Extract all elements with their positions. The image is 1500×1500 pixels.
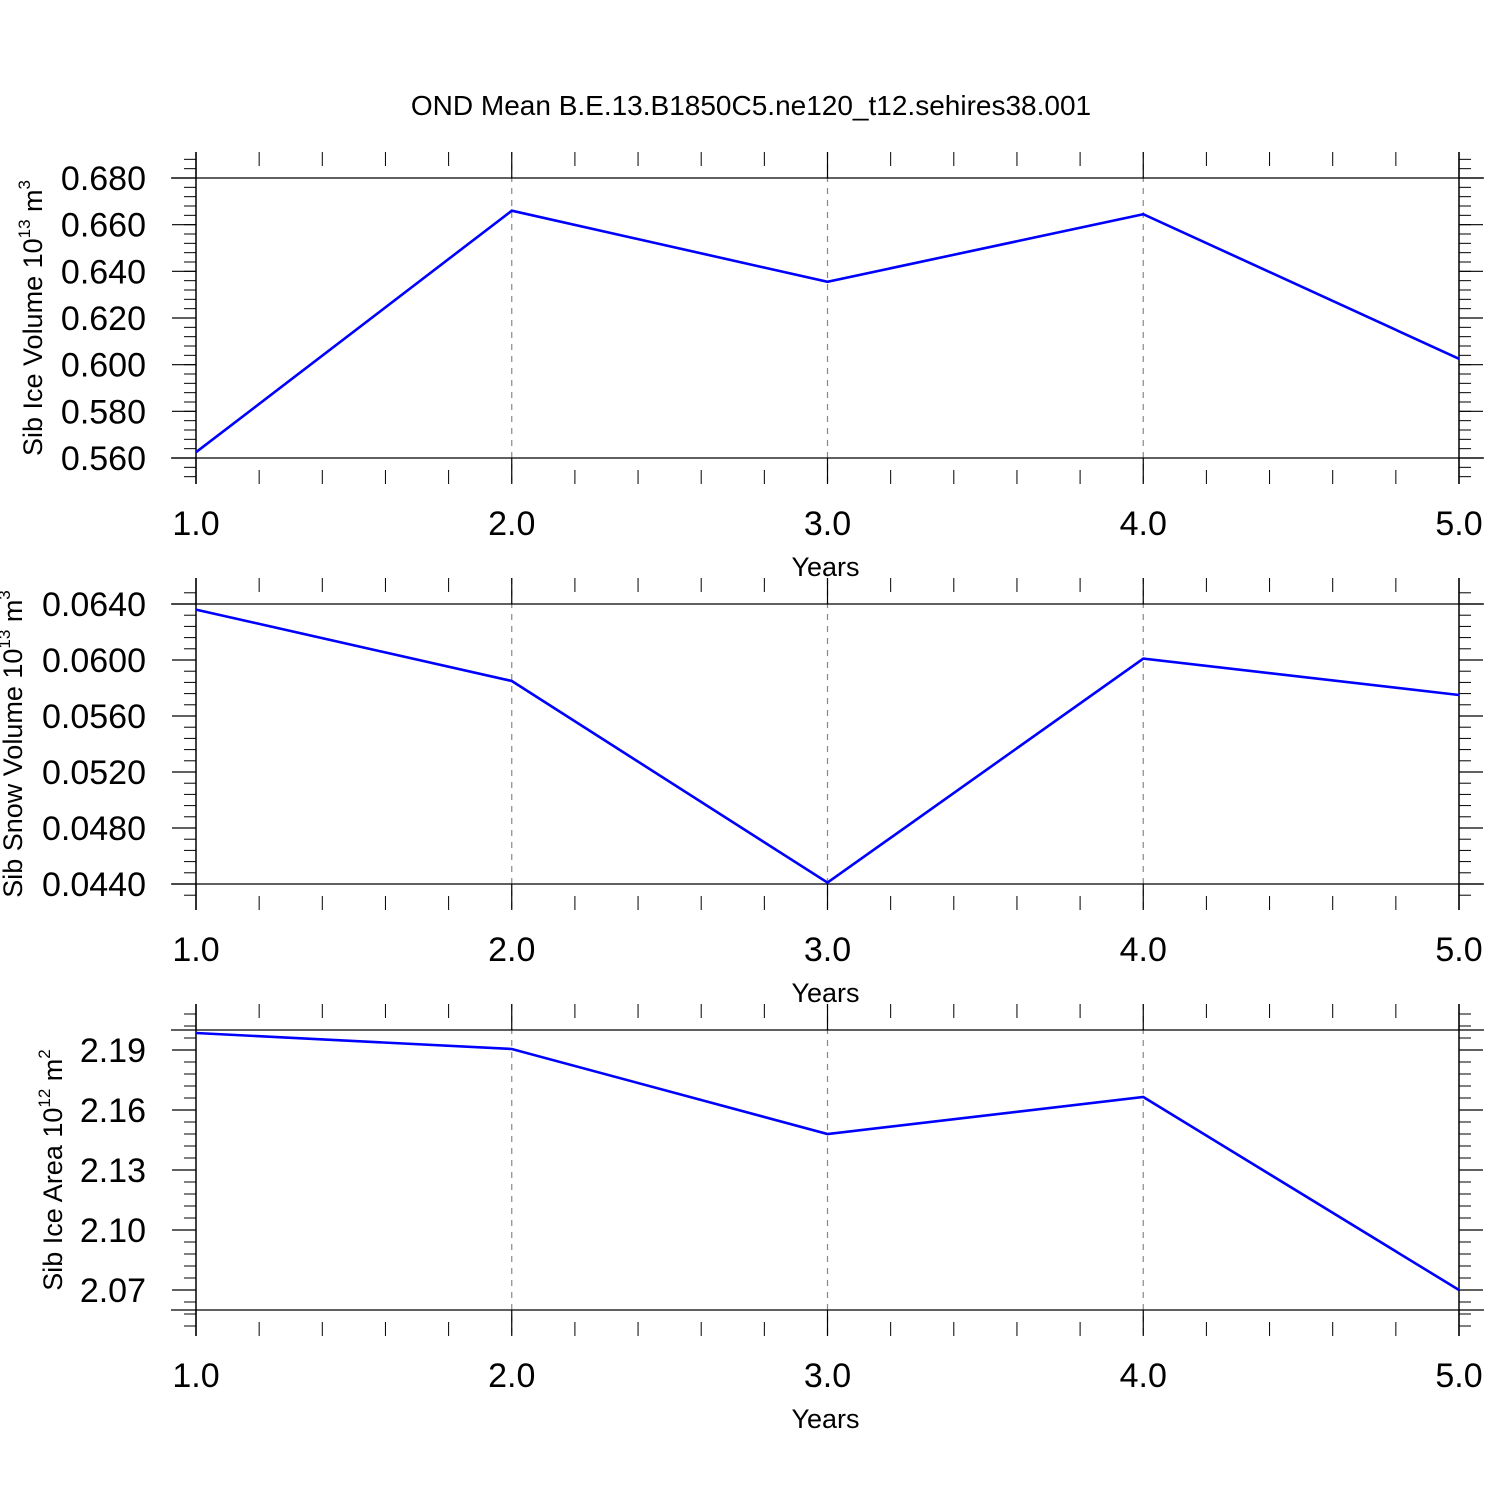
y-tick-label: 0.620	[61, 300, 146, 338]
y-axis-label-text: Sib Ice Volume 10	[18, 238, 48, 456]
panel-3: 1.0 2.0 3.0 4.0 5.0 Years 2.07 2.10 2.13 2.16 2.19…	[35, 1004, 1484, 1434]
figure-title: OND Mean B.E.13.B1850C5.ne120_t12.sehire…	[411, 90, 1091, 121]
y-tick-label: 0.0560	[42, 698, 146, 736]
y-tick-label: 0.0440	[42, 866, 146, 904]
x-axis-label: Years	[791, 552, 859, 582]
series-line	[195, 209, 1460, 454]
y-tick-label: 0.560	[61, 440, 146, 478]
x-tick-label: 5.0	[1435, 931, 1482, 969]
y-axis-label: Sib Snow Volume 1013 m3	[0, 590, 28, 898]
x-tick-label: 1.0	[172, 931, 219, 969]
x-tick-label: 5.0	[1435, 505, 1482, 543]
y-axis-label-text: Sib Ice Area 10	[38, 1108, 68, 1291]
x-tick-label: 1.0	[172, 1357, 219, 1395]
x-tick-label: 2.0	[488, 505, 535, 543]
y-axis-label-unit: m	[18, 189, 48, 219]
x-tick-label: 4.0	[1120, 505, 1167, 543]
y-axis-label: Sib Ice Area 1012 m2	[35, 1049, 68, 1291]
y-axis-label-exponent: 13	[0, 630, 14, 649]
y-tick-label: 0.640	[61, 253, 146, 291]
y-tick-label: 2.16	[80, 1092, 146, 1130]
x-tick-label: 3.0	[804, 1357, 851, 1395]
y-axis-label-unit: m	[0, 600, 28, 630]
y-axis-label-exponent: 13	[15, 219, 34, 238]
y-tick-label: 0.0640	[42, 586, 146, 624]
y-tick-label: 2.07	[80, 1272, 146, 1310]
x-tick-label: 4.0	[1120, 931, 1167, 969]
y-tick-label: 0.660	[61, 207, 146, 245]
y-tick-label: 0.680	[61, 160, 146, 198]
y-axis-label-text: Sib Snow Volume 10	[0, 649, 28, 898]
y-tick-label: 2.10	[80, 1212, 146, 1250]
y-tick-label: 0.0480	[42, 810, 146, 848]
y-tick-label: 0.0520	[42, 754, 146, 792]
panel-1: 1.0 2.0 3.0 4.0 5.0 Years 0.560 0.580 0.600 0.620…	[15, 152, 1484, 582]
y-tick-label: 0.0600	[42, 642, 146, 680]
y-tick-label: 0.580	[61, 393, 146, 431]
x-tick-label: 2.0	[488, 931, 535, 969]
y-axis-label-unit-exponent: 3	[15, 180, 34, 189]
x-tick-label: 3.0	[804, 931, 851, 969]
y-axis-label-exponent: 12	[35, 1089, 54, 1108]
y-axis-label-unit-exponent: 3	[0, 590, 14, 599]
x-tick-label: 5.0	[1435, 1357, 1482, 1395]
x-axis-label: Years	[791, 978, 859, 1008]
y-tick-label: 2.19	[80, 1032, 146, 1070]
x-tick-label: 1.0	[172, 505, 219, 543]
x-tick-label: 3.0	[804, 505, 851, 543]
panel-2: 1.0 2.0 3.0 4.0 5.0 Years 0.0440 0.0480 0.0520 0.…	[0, 578, 1484, 1008]
y-axis-label-unit-exponent: 2	[35, 1049, 54, 1058]
y-tick-label: 0.600	[61, 347, 146, 385]
x-tick-label: 2.0	[488, 1357, 535, 1395]
y-axis-label: Sib Ice Volume 1013 m3	[15, 180, 48, 456]
x-tick-label: 4.0	[1120, 1357, 1167, 1395]
y-tick-label: 2.13	[80, 1152, 146, 1190]
y-axis-label-unit: m	[38, 1059, 68, 1089]
x-axis-label: Years	[791, 1404, 859, 1434]
panels: 1.0 2.0 3.0 4.0 5.0 Years 0.560 0.580 0.600 0.620…	[0, 152, 1484, 1434]
